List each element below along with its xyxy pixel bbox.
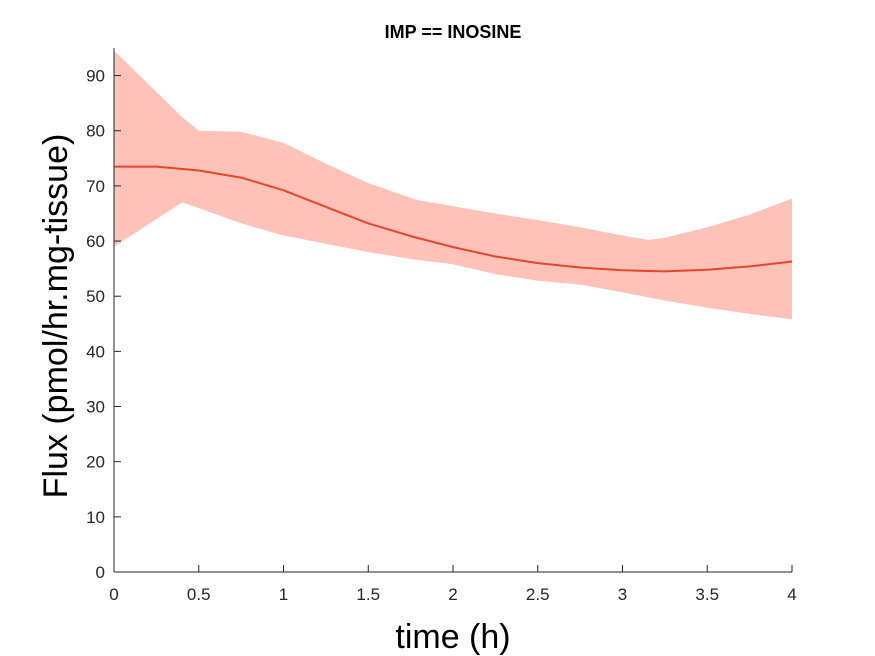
y-tick-label: 30 <box>86 398 105 417</box>
x-tick-label: 1 <box>279 585 288 604</box>
x-tick-label: 3.5 <box>695 585 719 604</box>
x-axis-label: time (h) <box>395 618 510 656</box>
series-line-0 <box>114 165 793 273</box>
x-tick-label: 2.5 <box>526 585 550 604</box>
y-tick-label: 50 <box>86 287 105 306</box>
x-tick-label: 0.5 <box>187 585 211 604</box>
y-tick-label: 40 <box>86 342 105 361</box>
x-tick-label: 3 <box>618 585 627 604</box>
y-tick-label: 90 <box>86 67 105 86</box>
x-tick-label: 4 <box>787 585 796 604</box>
y-tick-label: 20 <box>86 453 105 472</box>
confidence-band <box>114 50 792 320</box>
chart-title: IMP == INOSINE <box>385 22 522 42</box>
x-tick-label: 1.5 <box>356 585 380 604</box>
y-tick-label: 10 <box>86 508 105 527</box>
y-tick-label: 80 <box>86 122 105 141</box>
y-axis-label: Flux (pmol/hr.mg-tissue) <box>37 134 75 499</box>
x-tick-label: 0 <box>109 585 118 604</box>
y-tick-label: 60 <box>86 232 105 251</box>
y-tick-label: 70 <box>86 177 105 196</box>
x-tick-label: 2 <box>448 585 457 604</box>
y-tick-label: 0 <box>96 563 105 582</box>
